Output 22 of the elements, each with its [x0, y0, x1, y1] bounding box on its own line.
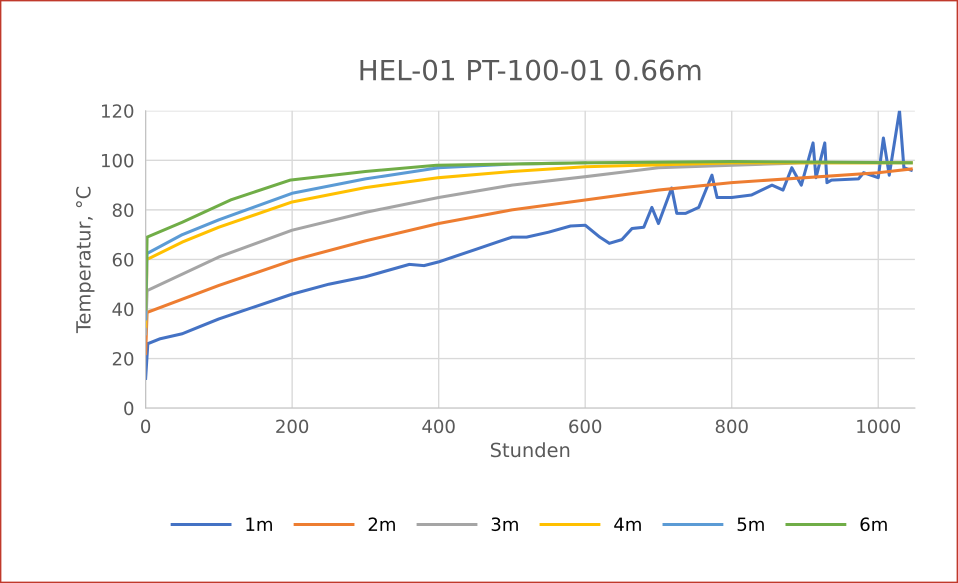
y-tick-label: 120 — [102, 104, 134, 118]
y-tick-label: 20 — [112, 352, 134, 366]
legend-label: 1m — [246, 518, 272, 531]
y-tick-label: 100 — [102, 154, 134, 168]
legend-label: 5m — [738, 518, 764, 532]
legend-label: 3m — [492, 517, 518, 532]
y-tick-label: 60 — [112, 252, 134, 267]
y-axis-title: Temperatur, °C — [76, 186, 94, 334]
x-tick-label: 0 — [141, 420, 150, 434]
x-tick-label: 600 — [569, 420, 602, 434]
legend-label: 6m — [860, 517, 887, 532]
y-tick-label: 40 — [112, 302, 134, 316]
x-tick-label: 800 — [716, 420, 748, 434]
legend-label: 4m — [614, 518, 641, 531]
y-tick-label: 80 — [112, 203, 134, 217]
legend-label: 2m — [368, 517, 395, 531]
x-axis-title: Stunden — [490, 442, 570, 458]
y-tick-label: 0 — [124, 402, 134, 416]
x-tick-label: 1000 — [857, 420, 900, 434]
chart-title: HEL-01 PT-100-01 0.66m — [360, 60, 700, 81]
x-tick-label: 400 — [422, 420, 455, 434]
x-tick-label: 200 — [276, 420, 308, 434]
